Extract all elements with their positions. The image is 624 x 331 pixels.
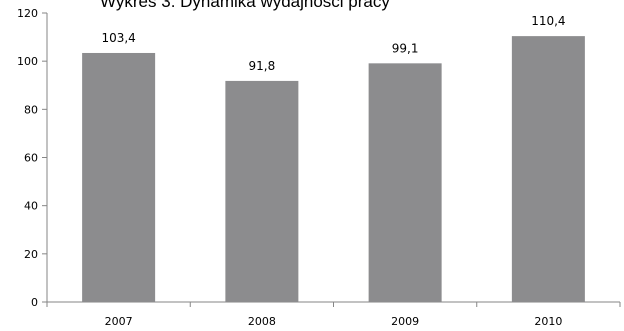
y-tick-label: 20 xyxy=(24,248,38,261)
x-tick-label-2010: 2010 xyxy=(534,315,562,328)
data-label-2008: 91,8 xyxy=(249,59,276,73)
y-tick-label: 40 xyxy=(24,200,38,213)
x-tick-label-2007: 2007 xyxy=(105,315,133,328)
bar-2010 xyxy=(511,36,585,303)
bar-2009 xyxy=(368,63,442,302)
data-labels: 103,4 91,8 99,1 110,4 xyxy=(101,14,565,73)
x-tick-label-2008: 2008 xyxy=(248,315,276,328)
y-tick-label: 0 xyxy=(31,296,38,309)
bar-2008 xyxy=(225,80,299,302)
data-label-2010: 110,4 xyxy=(531,14,565,28)
bars xyxy=(82,36,585,303)
data-label-2009: 99,1 xyxy=(392,41,419,55)
y-tick-label: 80 xyxy=(24,103,38,116)
bar-2007 xyxy=(82,52,156,302)
y-tick-label: 120 xyxy=(17,7,38,20)
y-tick-label: 60 xyxy=(24,152,38,165)
y-tick-label: 100 xyxy=(17,55,38,68)
data-label-2007: 103,4 xyxy=(101,31,135,45)
x-tick-label-2009: 2009 xyxy=(391,315,419,328)
chart-title: Wykres 3. Dynamika wydajności pracy xyxy=(100,0,390,11)
y-axis: 0 20 40 60 80 100 120 xyxy=(17,7,48,309)
x-axis: 2007 2008 2009 2010 xyxy=(46,301,621,328)
